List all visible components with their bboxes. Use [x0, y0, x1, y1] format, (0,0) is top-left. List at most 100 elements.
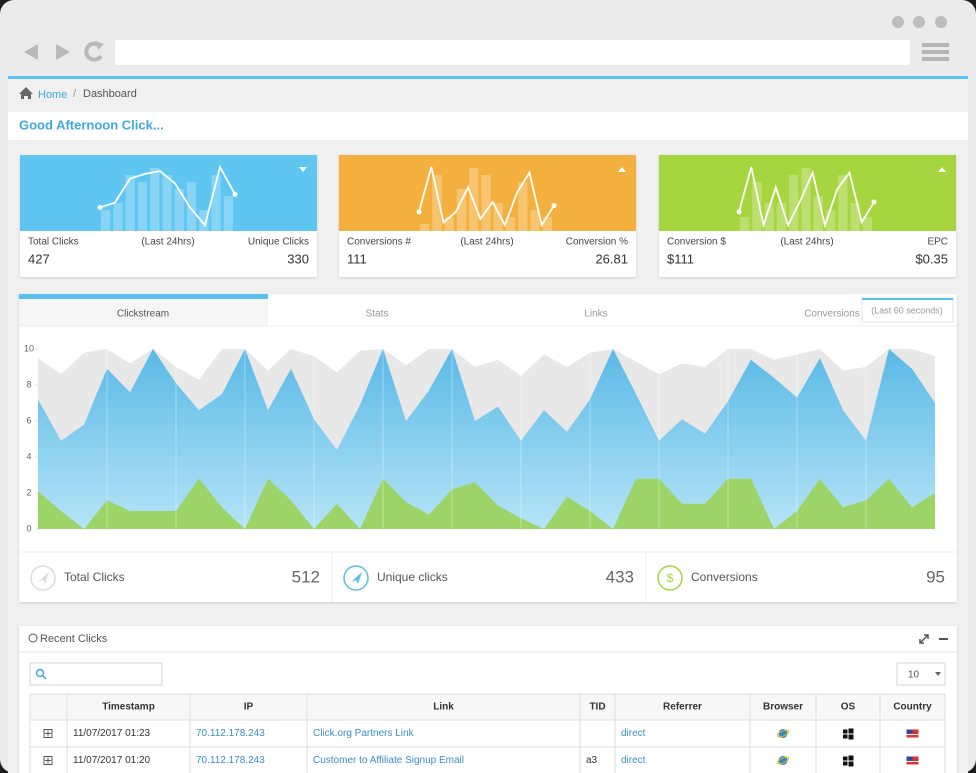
- spark-bar: [481, 175, 491, 231]
- card-header: [339, 155, 636, 231]
- spark-bar: [174, 189, 184, 231]
- flag-icon-canton: [906, 756, 913, 761]
- sparkline: [418, 166, 555, 228]
- column-header: Browser: [763, 702, 803, 713]
- spark-bar: [493, 203, 503, 231]
- window-dot[interactable]: [935, 16, 947, 28]
- table-cell[interactable]: Customer to Affiliate Signup Email: [313, 755, 464, 766]
- spark-bar: [752, 182, 762, 231]
- expand-row-glyph: [45, 730, 51, 737]
- search-icon: [42, 675, 47, 680]
- breadcrumb-home[interactable]: Home: [38, 89, 67, 101]
- stat-value: 95: [926, 567, 945, 586]
- reload-button[interactable]: [84, 41, 104, 62]
- table-cell[interactable]: direct: [621, 755, 646, 766]
- spark-point: [97, 204, 103, 210]
- table-cell[interactable]: direct: [621, 728, 646, 739]
- card-toggle[interactable]: [938, 167, 946, 172]
- card-period: (Last 24hrs): [460, 237, 513, 248]
- card-toggle[interactable]: [299, 167, 307, 172]
- spark-point: [871, 199, 877, 205]
- sparkline: [99, 164, 236, 228]
- spark-bar: [137, 182, 148, 231]
- tab[interactable]: Stats: [366, 309, 389, 320]
- table-cell[interactable]: 70.112.178.243: [196, 728, 265, 739]
- card-period: (Last 24hrs): [780, 237, 833, 248]
- stat-icon-glyph: $: [667, 571, 674, 585]
- card-label: Conversion %: [566, 237, 628, 248]
- expand-icon[interactable]: [919, 634, 929, 644]
- spark-bar: [162, 175, 172, 231]
- table-cell: 11/07/2017 01:23: [73, 728, 151, 739]
- table-cell[interactable]: Click.org Partners Link: [313, 728, 415, 739]
- stat-icon-glyph: [351, 572, 362, 584]
- greeting: Good Afternoon Click...: [19, 117, 164, 132]
- y-tick-label: 4: [26, 451, 31, 461]
- expand-row[interactable]: [43, 756, 53, 765]
- spark-bar: [740, 217, 750, 231]
- forward-button[interactable]: [56, 44, 70, 60]
- expand-row[interactable]: [43, 729, 53, 738]
- card-value: 26.81: [595, 251, 628, 266]
- select-arrow: [935, 672, 941, 676]
- y-tick-label: 6: [26, 415, 31, 425]
- greeting-bar: [8, 112, 968, 140]
- stat-value: 433: [606, 567, 634, 586]
- spark-bar: [456, 189, 467, 231]
- active-tab[interactable]: [19, 299, 268, 326]
- card-header: [20, 155, 317, 231]
- spark-point: [416, 209, 422, 215]
- spark-bar: [813, 196, 823, 231]
- active-tab-accent: [19, 294, 268, 299]
- spark-bar: [420, 224, 430, 231]
- card-period: (Last 24hrs): [141, 237, 194, 248]
- table-cell[interactable]: 70.112.178.243: [196, 755, 265, 766]
- breadcrumb-current: Dashboard: [83, 88, 137, 100]
- card-label: Total Clicks: [28, 237, 79, 248]
- page-size[interactable]: 10: [908, 670, 920, 681]
- stat-icon: [657, 565, 683, 591]
- spark-bar: [825, 210, 836, 231]
- spark-bar: [444, 217, 454, 231]
- card-label: Conversions #: [347, 237, 411, 248]
- tab-note-accent: [862, 298, 953, 300]
- spark-point: [551, 203, 557, 209]
- tab[interactable]: Links: [584, 309, 607, 320]
- card-value: $111: [667, 251, 694, 266]
- stat-label: Total Clicks: [64, 570, 125, 584]
- spark-bar: [211, 175, 221, 231]
- column-header: IP: [244, 702, 254, 713]
- page-size-select[interactable]: [896, 662, 946, 686]
- menu-button[interactable]: [922, 43, 949, 61]
- spark-bar: [776, 203, 787, 231]
- spark-bar: [862, 217, 872, 231]
- window-dot[interactable]: [892, 16, 904, 28]
- window-dot[interactable]: [913, 16, 925, 28]
- stat-label: Unique clicks: [377, 570, 448, 584]
- spark-bar: [530, 210, 540, 231]
- stats: Total Clicks 512 Unique clicks 433 $ Conversi…: [30, 565, 945, 591]
- card-value: $0.35: [915, 251, 948, 266]
- table-header: [30, 694, 945, 720]
- spark-bar: [801, 168, 811, 231]
- spark-bar: [199, 210, 209, 231]
- spark-bar: [518, 182, 528, 231]
- clicks-table: Timestamp IP Link TID Referrer Browser OS Count…: [29, 693, 946, 773]
- top-accent: [8, 76, 968, 79]
- tab[interactable]: Conversions: [804, 309, 860, 320]
- panel-title: Recent Clicks: [40, 633, 108, 645]
- back-button[interactable]: [24, 44, 38, 60]
- search-icon: [35, 668, 45, 678]
- spark-bar: [113, 203, 123, 231]
- y-tick-label: 0: [26, 523, 31, 533]
- cards: Total Clicks (Last 24hrs) Unique Clicks 427…: [20, 155, 956, 277]
- tab[interactable]: Clickstream: [117, 309, 169, 320]
- search-box[interactable]: [29, 662, 163, 686]
- spark-bar: [101, 210, 111, 231]
- address-bar[interactable]: [115, 40, 910, 65]
- card-toggle[interactable]: [618, 167, 626, 172]
- card-value: 111: [347, 251, 367, 266]
- tab-note: (Last 60 seconds): [871, 305, 943, 315]
